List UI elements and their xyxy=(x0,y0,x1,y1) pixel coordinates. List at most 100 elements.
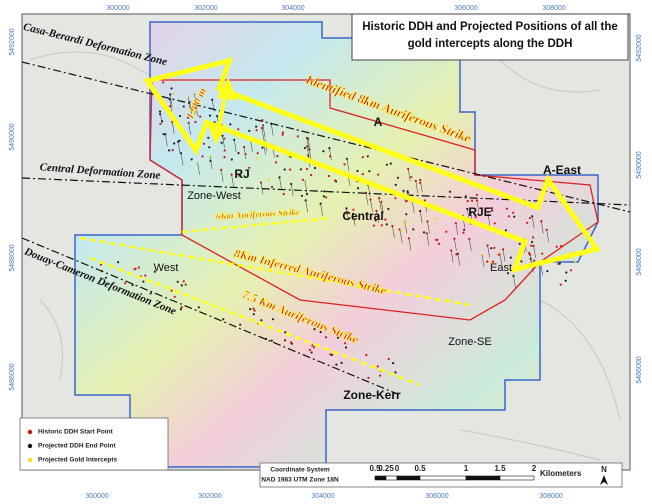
drill-point xyxy=(179,152,183,155)
drill-trace xyxy=(306,138,310,151)
drill-point xyxy=(124,282,127,285)
drill-point xyxy=(237,128,240,131)
grid-label: 5486000 xyxy=(9,363,16,390)
drill-point xyxy=(412,228,415,231)
drill-point xyxy=(182,105,185,108)
drill-trace xyxy=(408,238,412,251)
drill-trace xyxy=(197,162,200,175)
drill-point xyxy=(394,371,397,374)
drill-point xyxy=(448,190,452,193)
grid-label: 5492000 xyxy=(9,28,16,55)
drill-point xyxy=(330,353,334,356)
drill-point xyxy=(422,231,426,234)
drill-point xyxy=(405,199,408,203)
drill-point xyxy=(505,207,508,210)
drill-trace xyxy=(329,148,332,161)
drill-point xyxy=(255,125,258,128)
drill-point xyxy=(406,190,409,193)
drill-trace xyxy=(209,157,213,170)
drill-point xyxy=(223,156,226,159)
legend-symbol xyxy=(27,429,33,435)
area-label: Zone-Kerr xyxy=(343,388,401,402)
drill-trace xyxy=(513,275,516,288)
drill-trace xyxy=(189,101,192,114)
grid-label: 5488000 xyxy=(636,248,643,275)
strike-label: 6Km Auriferous Strike xyxy=(216,207,301,221)
drill-point xyxy=(180,284,183,287)
grid-label: 308000 xyxy=(539,493,562,500)
scale-segment xyxy=(499,475,535,481)
drill-point xyxy=(195,106,198,109)
drill-trace xyxy=(346,158,350,171)
drill-point xyxy=(230,158,233,161)
drill-point xyxy=(559,283,562,286)
drill-point xyxy=(464,195,467,198)
drill-point xyxy=(343,163,346,166)
drill-point xyxy=(387,207,390,210)
legend-box xyxy=(19,417,169,471)
drill-point xyxy=(394,197,397,200)
drill-point xyxy=(405,213,408,216)
drill-point xyxy=(509,256,512,259)
drill-point xyxy=(361,173,364,176)
drill-point xyxy=(310,173,313,177)
legend-label: Historic DDH Start Point xyxy=(38,429,114,436)
drill-point xyxy=(385,163,388,166)
drill-point xyxy=(196,161,199,164)
scale-tick-label: 2 xyxy=(532,464,537,473)
grid-label: 306000 xyxy=(425,493,448,500)
drill-point xyxy=(463,228,466,231)
drill-trace xyxy=(250,139,253,152)
drill-trace xyxy=(476,200,480,213)
grid-label: 302000 xyxy=(194,5,217,12)
drill-trace xyxy=(220,169,224,182)
drill-trace xyxy=(541,221,544,234)
drill-point xyxy=(518,242,521,245)
drill-point xyxy=(306,145,309,148)
drill-trace xyxy=(381,201,384,214)
scale-tick-label: 0.5 xyxy=(414,464,426,473)
drill-trace xyxy=(376,210,379,223)
area-label: West xyxy=(154,262,179,274)
drill-trace xyxy=(320,203,323,216)
scale-tick-label: 1 xyxy=(464,464,469,473)
grid-label: 5490000 xyxy=(636,151,643,178)
drill-point xyxy=(207,136,210,139)
drill-point xyxy=(455,253,458,256)
scale-tick-label: 1.5 xyxy=(494,464,506,473)
drill-point xyxy=(170,87,173,90)
area-label: Zone-West xyxy=(187,190,241,202)
drill-point xyxy=(474,216,477,219)
drill-point xyxy=(164,133,167,136)
drill-trace xyxy=(415,180,419,194)
drill-point xyxy=(180,306,183,309)
drill-point xyxy=(540,220,543,223)
drill-point xyxy=(493,246,496,249)
drill-point xyxy=(275,161,278,164)
drill-point xyxy=(361,156,364,159)
drill-point xyxy=(104,276,107,279)
drill-point xyxy=(248,166,251,169)
drill-point xyxy=(396,176,399,179)
drill-point xyxy=(238,174,241,177)
drill-point xyxy=(220,168,223,171)
drill-point xyxy=(574,260,577,263)
map-title: Historic DDH and Projected Positions of … xyxy=(362,21,618,50)
drill-trace xyxy=(180,153,184,166)
drill-point xyxy=(531,215,534,218)
drill-point xyxy=(223,149,226,152)
drill-trace xyxy=(261,127,265,141)
grid-label: 300000 xyxy=(106,5,129,12)
drill-point xyxy=(311,344,314,347)
scale-segment xyxy=(419,475,467,481)
drill-point xyxy=(334,179,337,182)
drill-trace xyxy=(502,249,506,262)
drill-trace xyxy=(400,231,403,244)
drill-point xyxy=(569,269,573,272)
drill-point xyxy=(312,346,316,349)
drill-point xyxy=(117,261,120,264)
drill-point xyxy=(410,176,413,179)
drill-point xyxy=(310,351,313,354)
scale-bar: 0.50.25 0 0.5 1 1.5 2 xyxy=(369,464,537,481)
drill-point xyxy=(528,252,531,255)
